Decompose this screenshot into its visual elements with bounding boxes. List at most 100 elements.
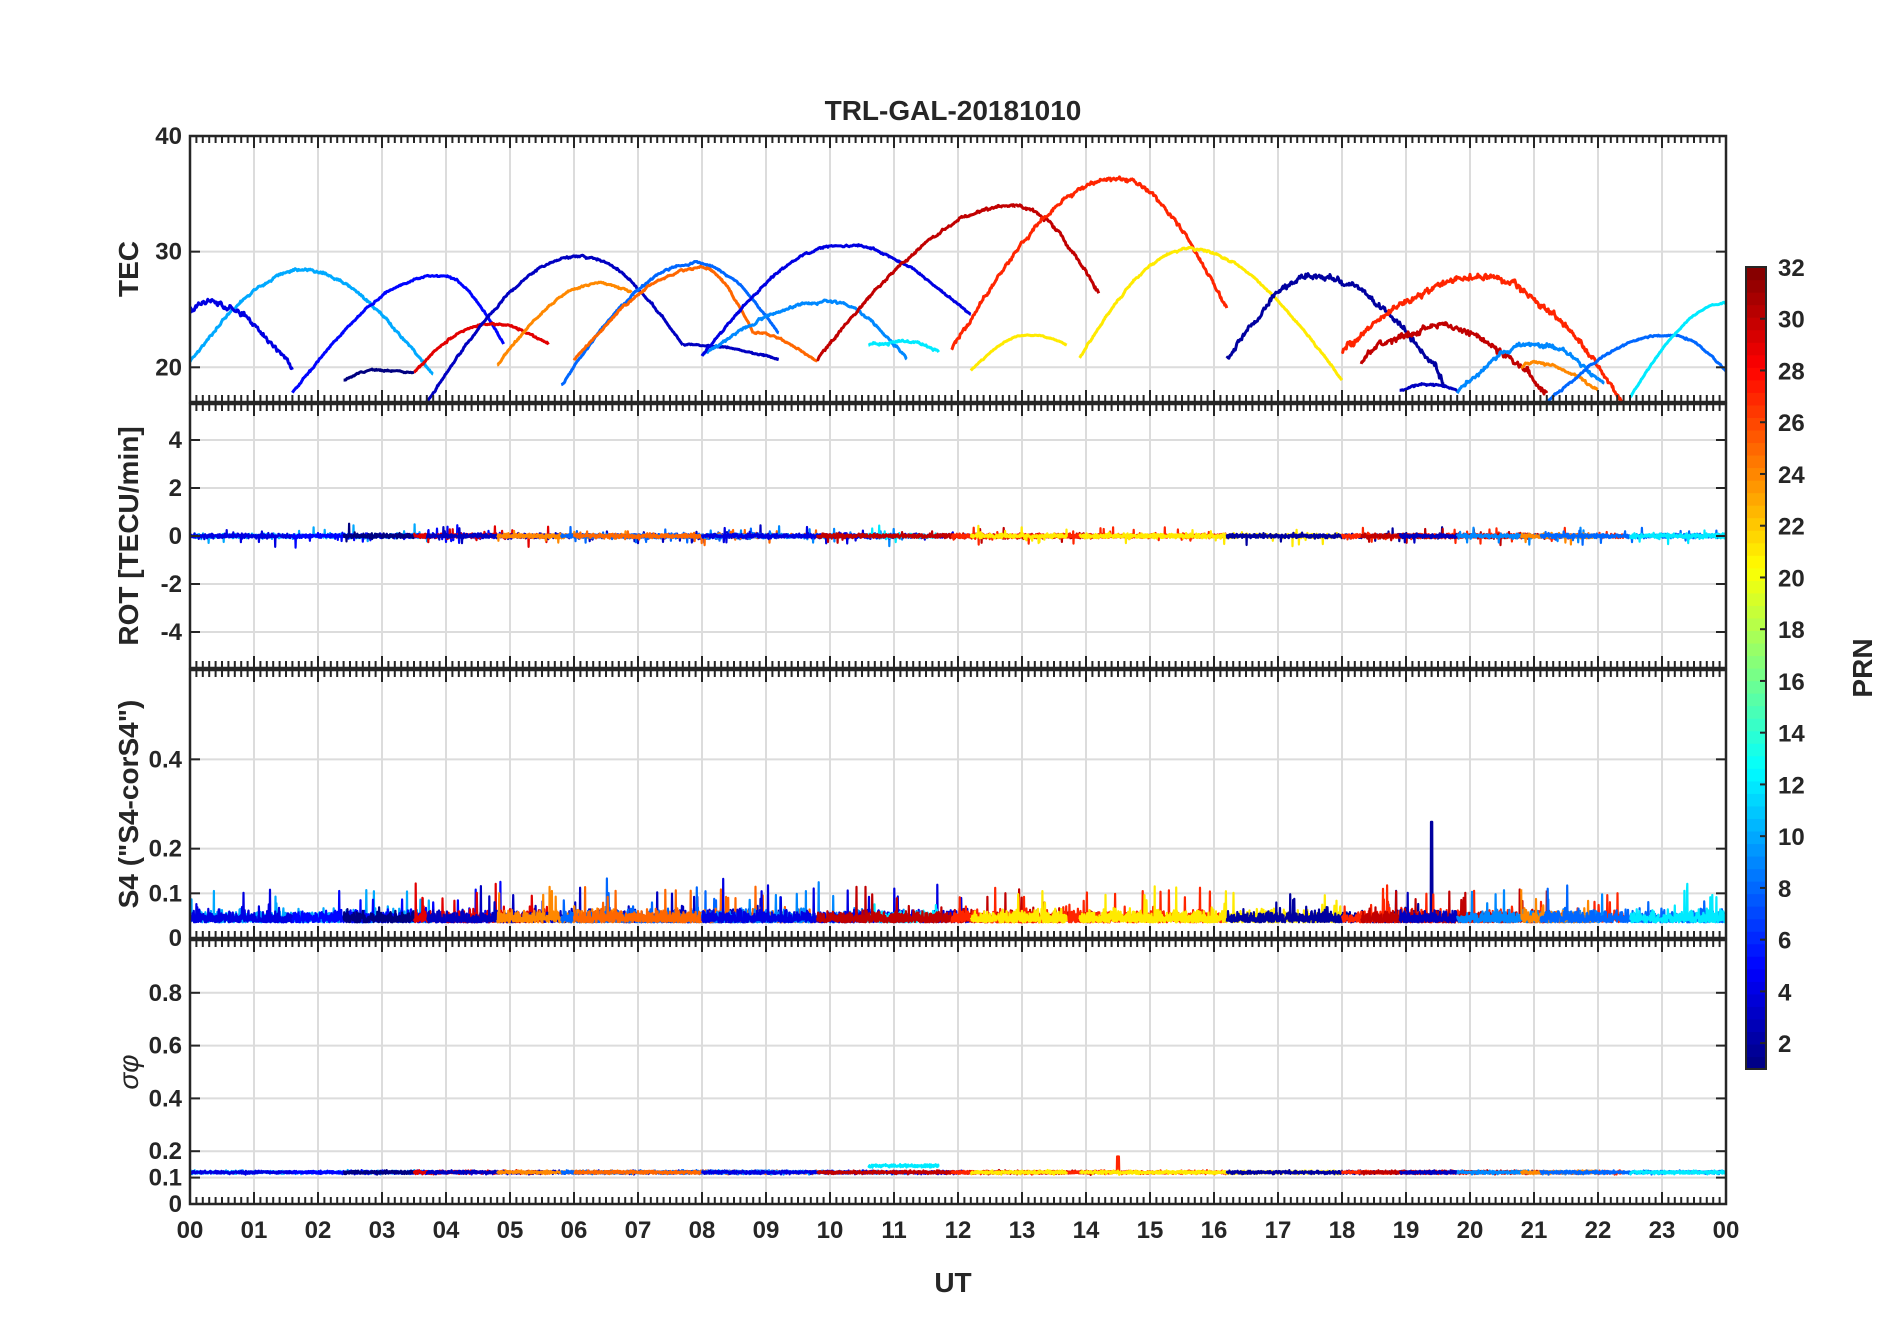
colorbar-band <box>1746 668 1766 682</box>
y-tick-label: 0.6 <box>149 1033 182 1060</box>
s4-series-prn-1 <box>342 906 416 924</box>
colorbar-band <box>1746 968 1766 982</box>
y-tick-label: 40 <box>155 123 182 150</box>
colorbar-band <box>1746 993 1766 1007</box>
colorbar-band <box>1746 881 1766 895</box>
tec-series-prn-8 <box>1544 333 1726 402</box>
x-tick-label: 05 <box>497 1217 524 1244</box>
tec-series-prn-4 <box>700 243 972 357</box>
colorbar-band <box>1746 392 1766 406</box>
colorbar-band <box>1746 555 1766 569</box>
colorbar-band <box>1746 868 1766 882</box>
colorbar-band <box>1746 855 1766 870</box>
colorbar-band <box>1746 718 1766 732</box>
x-tick-label: 00 <box>1713 1217 1740 1244</box>
colorbar-band <box>1746 429 1766 444</box>
y-tick-label: -4 <box>161 619 183 646</box>
y-tick-label: 4 <box>169 427 183 454</box>
colorbar-band <box>1746 655 1766 669</box>
top-tick-marks <box>189 670 1727 682</box>
colorbar-band <box>1746 617 1766 632</box>
sigma_phi-series-prn-21 <box>969 1168 1068 1176</box>
s4-series-prn-21 <box>969 889 1068 924</box>
colorbar-band <box>1746 981 1766 995</box>
colorbar-band <box>1746 1056 1766 1070</box>
x-tick-label: 12 <box>945 1217 972 1244</box>
y-axis-label-rot: ROT [TECU/min] <box>113 426 144 645</box>
colorbar-tick-label: 12 <box>1778 772 1805 799</box>
bottom-tick-marks <box>189 1192 1727 1204</box>
y-tick-label: 30 <box>155 239 182 266</box>
colorbar-band <box>1746 267 1766 281</box>
tec-series-prn-12 <box>867 338 940 354</box>
colorbar-band <box>1746 542 1766 556</box>
colorbar-tick-label: 8 <box>1778 876 1791 903</box>
x-tick-label: 18 <box>1329 1217 1356 1244</box>
x-tick-label: 11 <box>881 1217 906 1244</box>
colorbar-band <box>1746 454 1766 469</box>
tec-series-prn-9 <box>1455 341 1606 394</box>
colorbar-band <box>1746 768 1766 782</box>
colorbar-band <box>1746 567 1766 581</box>
colorbar-tick-label: 10 <box>1778 824 1805 851</box>
colorbar-tick-label: 20 <box>1778 565 1805 592</box>
tec-series-prn-21 <box>1078 245 1344 382</box>
colorbar-tick-label: 4 <box>1778 979 1792 1006</box>
x-tick-label: 07 <box>625 1217 652 1244</box>
panel-data <box>190 820 1726 924</box>
panel-s4: 0 0.1 0.2 0.4S4 ("S4-corS4") <box>113 668 1728 952</box>
colorbar-band <box>1746 793 1766 807</box>
colorbar-tick-label: 14 <box>1778 721 1805 748</box>
tec-series-prn-3 <box>682 342 780 361</box>
colorbar-band <box>1746 918 1766 932</box>
colorbar-band <box>1746 530 1766 544</box>
colorbar-frame <box>1745 266 1767 1070</box>
panel-data <box>190 175 1726 402</box>
x-tick-label: 06 <box>561 1217 588 1244</box>
tec-series-prn-30 <box>816 203 1017 362</box>
colorbar-band <box>1746 605 1766 619</box>
top-tick-marks <box>189 136 1727 148</box>
y-tick-label: 20 <box>155 354 182 381</box>
y-tick-label: 0 <box>169 925 182 952</box>
tec-series-prn-1 <box>342 367 415 382</box>
x-tick-label: 01 <box>241 1217 268 1244</box>
colorbar-band <box>1746 956 1766 970</box>
tec-series-prn-10 <box>190 267 434 376</box>
colorbar-band <box>1746 780 1766 794</box>
x-tick-label: 19 <box>1393 1217 1420 1244</box>
x-tick-label: 04 <box>433 1217 460 1244</box>
rot-series-prn-1 <box>342 522 416 543</box>
y-tick-label: -2 <box>161 571 182 598</box>
x-axis: 00 01 02 03 04 05 06 07 08 09 10 11 12 13 14 15 16 17 18 19… <box>177 1217 1740 1244</box>
colorbar-band <box>1746 367 1766 381</box>
y-tick-label: 2 <box>169 475 182 502</box>
colorbar-band <box>1746 379 1766 393</box>
x-tick-label: 23 <box>1649 1217 1676 1244</box>
top-tick-marks <box>189 404 1727 416</box>
x-tick-label: 10 <box>817 1217 844 1244</box>
colorbar-band <box>1746 630 1766 644</box>
x-tick-label: 15 <box>1137 1217 1164 1244</box>
x-tick-label: 13 <box>1009 1217 1036 1244</box>
rot-series-prn-4 <box>190 528 294 549</box>
colorbar-band <box>1746 730 1766 744</box>
colorbar-band <box>1746 417 1766 431</box>
x-tick-label: 20 <box>1457 1217 1484 1244</box>
colorbar-tick-label: 24 <box>1778 462 1805 489</box>
x-tick-label: 09 <box>753 1217 780 1244</box>
colorbar-band <box>1746 818 1766 832</box>
colorbar-band <box>1746 342 1766 356</box>
colorbar-band <box>1746 279 1766 293</box>
x-tick-label: 02 <box>305 1217 332 1244</box>
rot-series-prn-3 <box>1398 532 1459 544</box>
x-tick-label: 08 <box>689 1217 716 1244</box>
top-tick-marks <box>189 940 1727 952</box>
tec-series-prn-27 <box>1340 272 1625 402</box>
tec-series-prn-9 <box>700 298 908 361</box>
bottom-tick-marks <box>189 656 1727 668</box>
colorbar-band <box>1746 743 1766 757</box>
tec-series-prn-5 <box>291 273 505 394</box>
sigma_phi-series-prn-3 <box>1398 1169 1459 1176</box>
